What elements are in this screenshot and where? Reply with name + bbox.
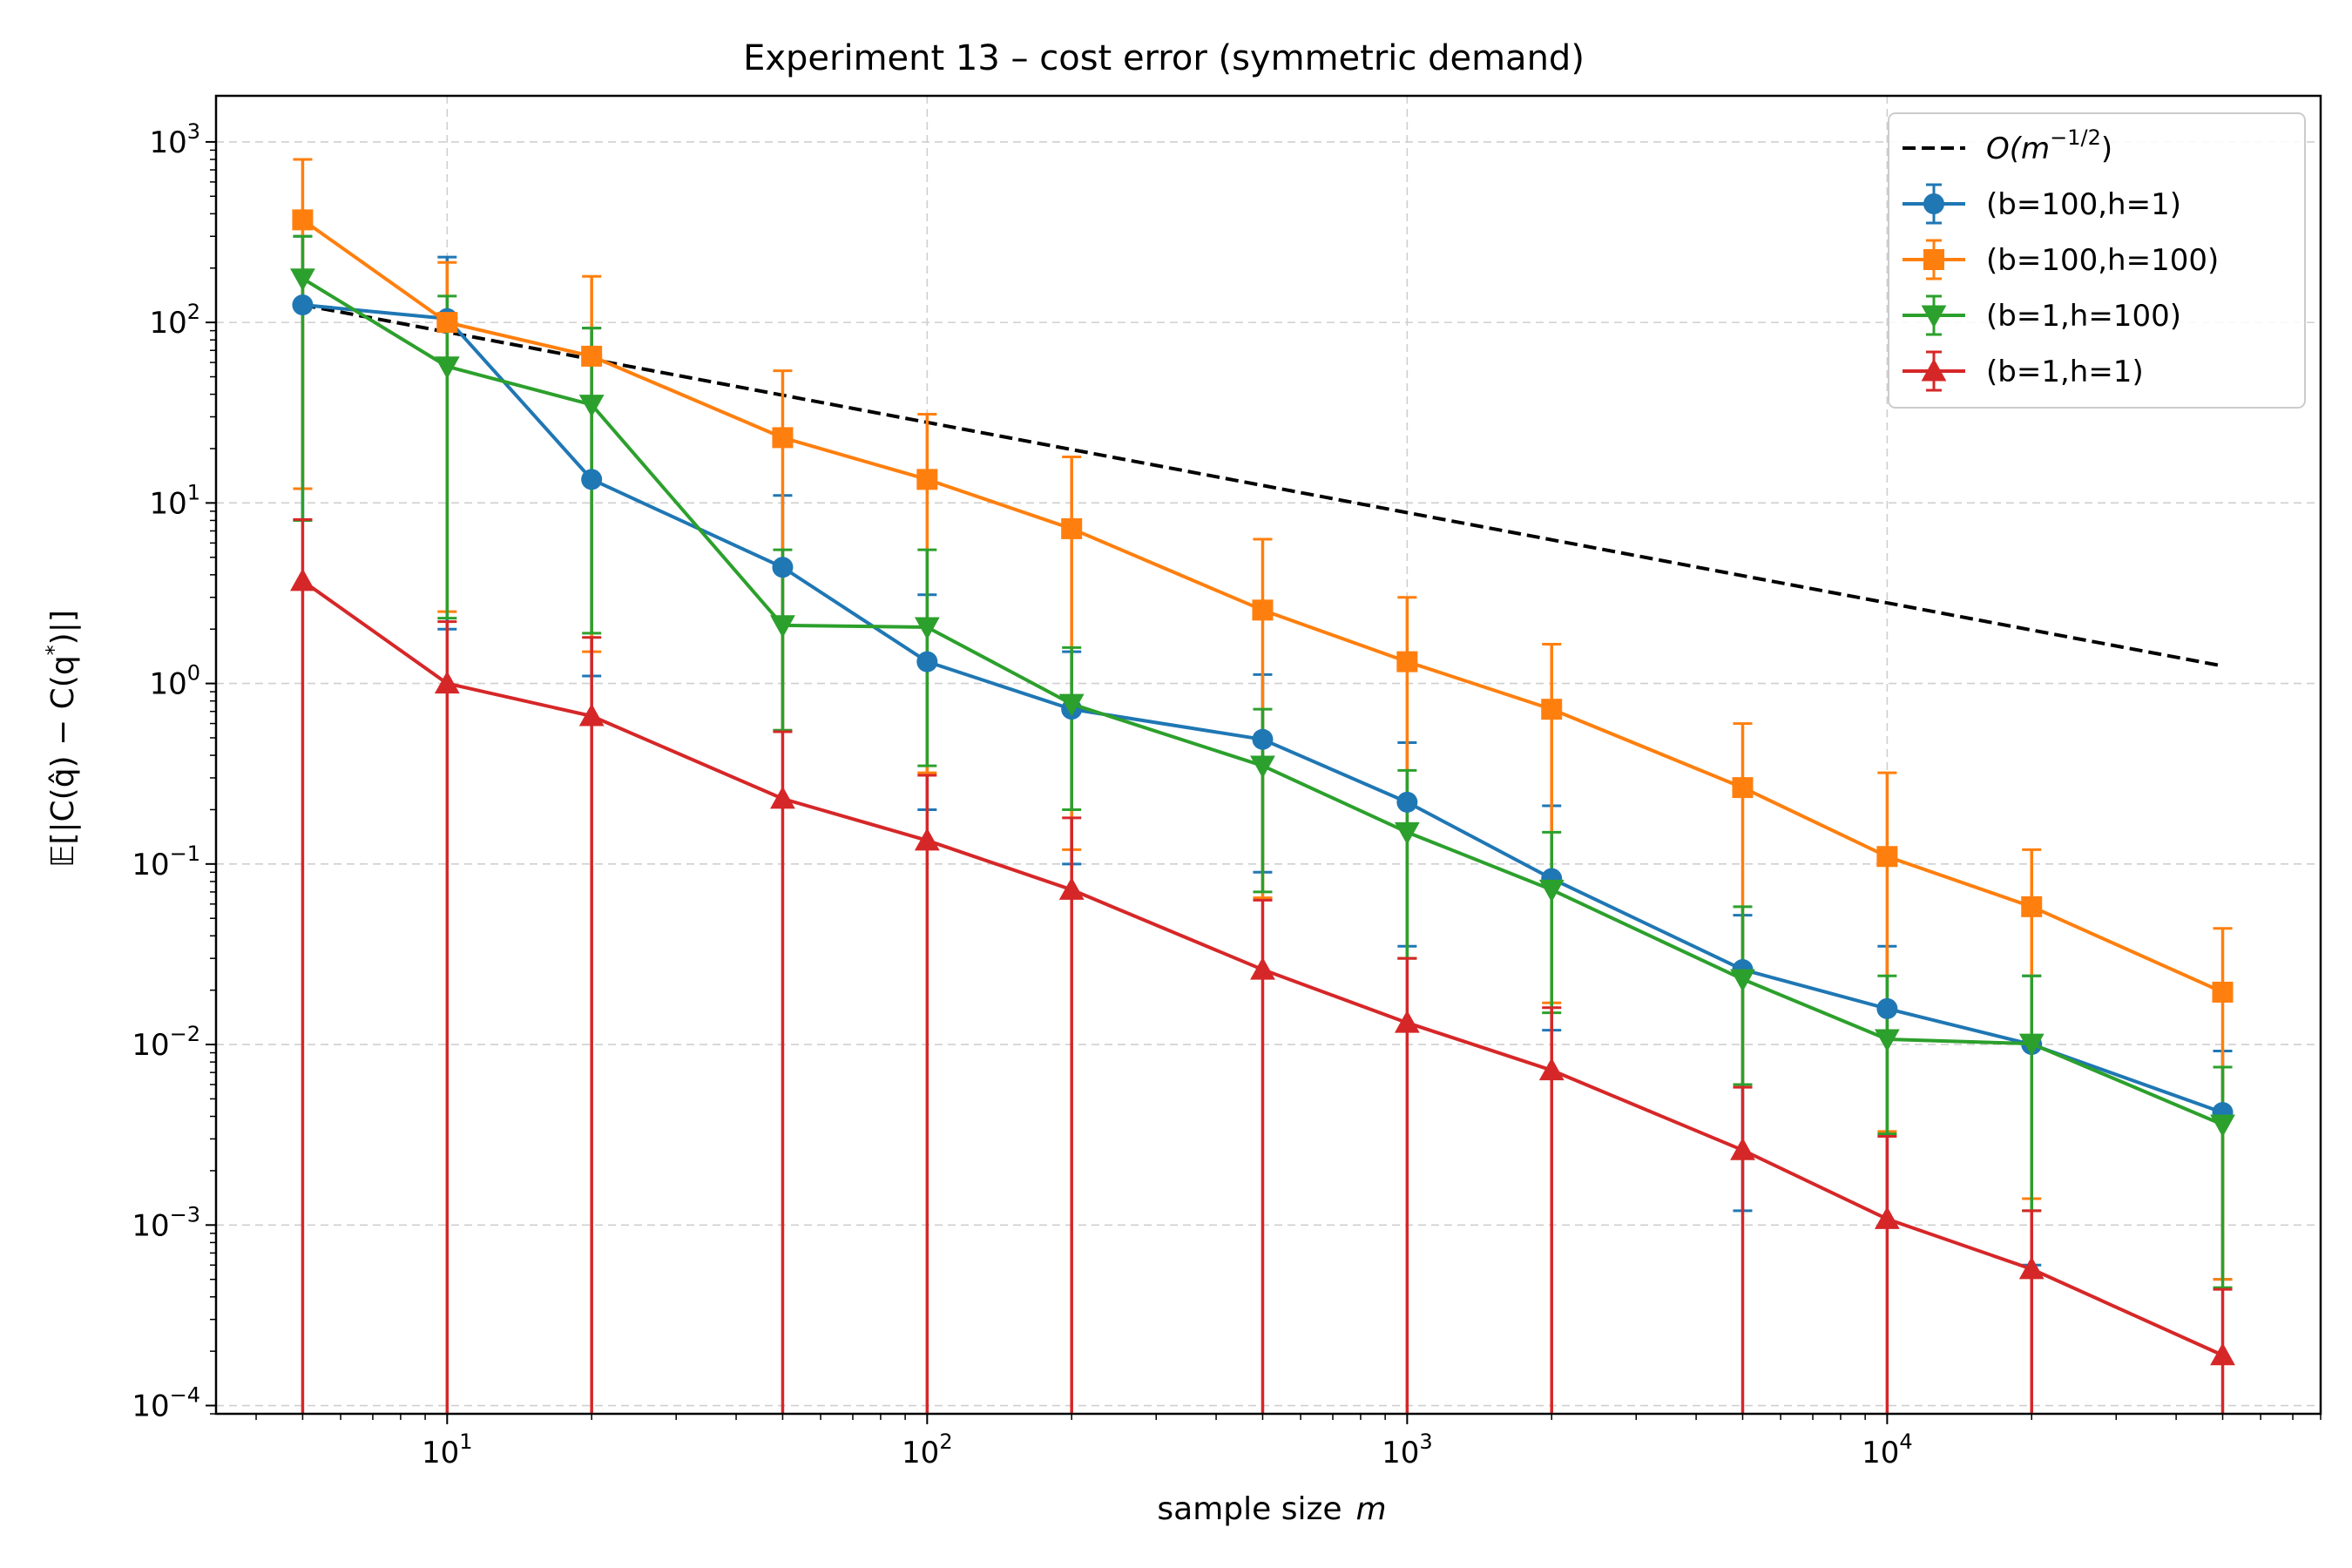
data-point bbox=[1538, 879, 1565, 902]
legend-label-reference: O(m−1/2) bbox=[1986, 125, 2112, 166]
axis-ticks: 101 102 103 104 10−4 10−3 10−2 10−1 100 101 102 103 bbox=[132, 119, 2322, 1470]
legend-label: (b=1,h=100) bbox=[1986, 299, 2181, 334]
legend-box bbox=[1888, 112, 2306, 409]
y-tick-label: 10−3 bbox=[132, 1202, 200, 1243]
legend: O(m−1/2) (b=100,h=1) (b=100,h=100) (b=1,h=1… bbox=[1888, 112, 2306, 409]
data-point bbox=[1394, 1010, 1420, 1033]
data-point bbox=[290, 568, 315, 591]
y-axis-label-part2: )|] bbox=[45, 610, 81, 645]
y-tick-label: 100 bbox=[149, 661, 200, 702]
data-point bbox=[1058, 693, 1085, 717]
data-point bbox=[434, 356, 460, 380]
data-point bbox=[1730, 969, 1755, 992]
legend-label: (b=100,h=100) bbox=[1986, 243, 2219, 278]
data-point bbox=[1538, 1058, 1565, 1081]
data-point bbox=[1252, 599, 1274, 621]
legend-marker bbox=[1921, 305, 1947, 328]
series-3 bbox=[290, 568, 2235, 1366]
x-axis-label: sample size m bbox=[1157, 1491, 1386, 1527]
data-point bbox=[578, 395, 605, 418]
data-point bbox=[581, 469, 603, 490]
data-point bbox=[772, 427, 794, 449]
data-point bbox=[290, 268, 315, 292]
data-point bbox=[1876, 997, 1898, 1019]
data-point bbox=[1396, 651, 1418, 672]
legend-label: (b=100,h=1) bbox=[1986, 187, 2181, 222]
data-point bbox=[914, 617, 940, 640]
data-point bbox=[292, 294, 314, 316]
x-tick-label: 103 bbox=[1382, 1429, 1433, 1470]
data-point bbox=[578, 703, 605, 727]
y-tick-label: 102 bbox=[149, 300, 200, 341]
y-tick-label: 10−1 bbox=[132, 841, 200, 882]
data-point bbox=[2212, 981, 2234, 1003]
data-point bbox=[914, 828, 940, 851]
y-tick-label: 103 bbox=[149, 119, 200, 160]
data-point bbox=[2018, 1256, 2044, 1280]
y-axis-label: 𝔼[|C(q̂) − C(q*)|] bbox=[42, 610, 81, 868]
data-point bbox=[1874, 1029, 1900, 1052]
data-point bbox=[772, 557, 794, 578]
data-point bbox=[916, 469, 938, 490]
error-bars-3 bbox=[293, 517, 2233, 1414]
data-point bbox=[1058, 876, 1085, 900]
data-point bbox=[1874, 1206, 1900, 1229]
data-point bbox=[434, 671, 460, 694]
legend-marker bbox=[1923, 193, 1944, 214]
data-point bbox=[1394, 821, 1420, 845]
legend-marker bbox=[1923, 249, 1944, 270]
plot-area bbox=[290, 158, 2235, 1414]
x-tick-label: 101 bbox=[422, 1429, 473, 1470]
series-2 bbox=[290, 268, 2235, 1138]
x-axis-label-var: m bbox=[1356, 1491, 1387, 1527]
data-point bbox=[2021, 896, 2043, 917]
data-point bbox=[2210, 1342, 2235, 1366]
data-point bbox=[1732, 777, 1754, 799]
y-axis-label-sup: * bbox=[42, 645, 66, 655]
data-point bbox=[1396, 791, 1418, 813]
data-point bbox=[1061, 517, 1083, 539]
x-tick-label: 104 bbox=[1862, 1429, 1913, 1470]
data-point bbox=[436, 312, 458, 334]
data-point bbox=[770, 786, 795, 809]
series-1 bbox=[292, 209, 2234, 1003]
data-point bbox=[916, 651, 938, 672]
legend-marker bbox=[1921, 358, 1947, 382]
x-axis-label-text: sample size bbox=[1157, 1491, 1342, 1527]
chart-title: Experiment 13 – cost error (symmetric de… bbox=[743, 38, 1585, 78]
data-point bbox=[1250, 956, 1275, 980]
data-point bbox=[770, 615, 795, 639]
data-point bbox=[1730, 1137, 1755, 1160]
y-tick-label: 10−4 bbox=[132, 1383, 200, 1424]
data-point bbox=[2210, 1114, 2235, 1138]
x-tick-label: 102 bbox=[902, 1429, 953, 1470]
data-point bbox=[2018, 1033, 2044, 1057]
data-point bbox=[581, 345, 603, 367]
y-tick-label: 10−2 bbox=[132, 1022, 200, 1063]
y-axis-label-part1: 𝔼[|C(q̂) − C(q bbox=[45, 655, 81, 868]
data-point bbox=[1876, 846, 1898, 868]
data-point bbox=[1252, 728, 1274, 750]
y-tick-label: 101 bbox=[149, 480, 200, 521]
legend-label: (b=1,h=1) bbox=[1986, 355, 2144, 389]
data-point bbox=[1541, 699, 1563, 720]
data-point bbox=[1250, 755, 1275, 779]
data-point bbox=[292, 209, 314, 231]
